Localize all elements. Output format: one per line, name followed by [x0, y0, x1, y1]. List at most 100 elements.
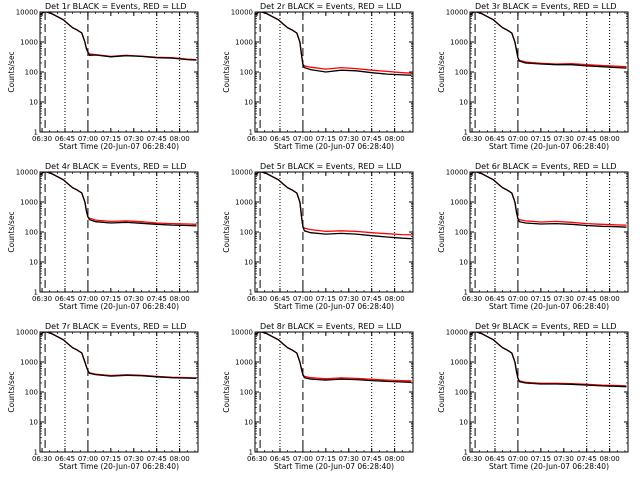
y-tick-label: 1000 [20, 359, 38, 367]
events-series-line [470, 172, 627, 228]
y-tick-label: 1 [249, 289, 253, 297]
x-tick-label: 07:30 [339, 295, 359, 303]
y-tick-label: 1 [464, 289, 468, 297]
x-tick-label: 07:45 [147, 295, 167, 303]
y-tick-label: 100 [25, 229, 38, 237]
x-tick-label: 08:00 [170, 135, 190, 143]
chart-title: Det 4r BLACK = Events, RED = LLD [45, 162, 187, 171]
y-axis-label: Counts/sec [222, 371, 231, 412]
y-tick-label: 10 [29, 99, 38, 107]
x-tick-label: 07:15 [531, 455, 551, 463]
x-axis-label: Start Time (20-Jun-07 06:28:40) [59, 462, 179, 471]
x-axis-label: Start Time (20-Jun-07 06:28:40) [489, 462, 609, 471]
x-tick-label: 07:15 [316, 455, 336, 463]
chart-panel: Det 1r BLACK = Events, RED = LLD 1 10 100 10… [7, 2, 199, 151]
events-series-line [40, 172, 197, 227]
x-tick-label: 06:30 [247, 135, 267, 143]
x-tick-label: 06:30 [462, 295, 482, 303]
y-tick-label: 100 [455, 69, 468, 77]
x-axis-label: Start Time (20-Jun-07 06:28:40) [489, 302, 609, 311]
x-tick-label: 07:30 [339, 455, 359, 463]
y-axis-label: Counts/sec [437, 371, 446, 412]
x-tick-label: 08:00 [600, 295, 620, 303]
events-series-line [255, 332, 412, 383]
x-tick-label: 07:45 [362, 455, 382, 463]
y-tick-label: 1000 [450, 359, 468, 367]
chart-title: Det 8r BLACK = Events, RED = LLD [260, 322, 402, 331]
x-tick-label: 07:00 [508, 135, 528, 143]
x-tick-label: 06:30 [32, 135, 52, 143]
y-tick-label: 100 [240, 229, 253, 237]
x-axis-label: Start Time (20-Jun-07 06:28:40) [489, 142, 609, 151]
y-tick-label: 10000 [446, 329, 468, 337]
plot-frame [469, 331, 629, 453]
chart-title: Det 6r BLACK = Events, RED = LLD [475, 162, 617, 171]
x-tick-label: 07:15 [316, 295, 336, 303]
x-tick-label: 07:00 [293, 455, 313, 463]
chart-panel: Det 3r BLACK = Events, RED = LLD 1 10 100 10… [437, 2, 629, 151]
chart-panel: Det 4r BLACK = Events, RED = LLD 1 10 100 10… [7, 162, 199, 311]
y-axis-label: Counts/sec [437, 211, 446, 252]
x-tick-label: 07:30 [124, 455, 144, 463]
x-tick-label: 07:15 [531, 295, 551, 303]
plot-frame [39, 171, 199, 293]
y-tick-label: 10 [459, 259, 468, 267]
x-tick-label: 07:45 [147, 455, 167, 463]
x-tick-label: 06:45 [485, 455, 505, 463]
x-tick-label: 07:30 [339, 135, 359, 143]
chart-panel: Det 8r BLACK = Events, RED = LLD 1 10 100 10… [222, 322, 414, 471]
x-axis-label: Start Time (20-Jun-07 06:28:40) [59, 142, 179, 151]
y-tick-label: 1 [34, 289, 38, 297]
y-tick-label: 1000 [235, 359, 253, 367]
x-tick-label: 07:15 [531, 135, 551, 143]
y-tick-label: 10000 [16, 169, 38, 177]
y-axis-label: Counts/sec [7, 371, 16, 412]
x-tick-label: 06:30 [462, 135, 482, 143]
events-series-line [40, 12, 197, 61]
chart-title: Det 5r BLACK = Events, RED = LLD [260, 162, 402, 171]
x-tick-label: 08:00 [600, 135, 620, 143]
y-tick-label: 100 [455, 229, 468, 237]
y-tick-label: 10 [244, 259, 253, 267]
x-tick-label: 06:45 [55, 295, 75, 303]
x-tick-label: 07:45 [362, 135, 382, 143]
y-tick-label: 10 [29, 419, 38, 427]
x-tick-label: 06:30 [247, 295, 267, 303]
y-axis-label: Counts/sec [7, 51, 16, 92]
plot-frame [254, 171, 414, 293]
y-tick-label: 1 [34, 449, 38, 457]
x-tick-label: 07:15 [101, 135, 121, 143]
y-tick-label: 10000 [446, 9, 468, 17]
x-tick-label: 08:00 [385, 295, 405, 303]
y-tick-label: 1 [464, 129, 468, 137]
x-tick-label: 06:30 [462, 455, 482, 463]
x-tick-label: 07:00 [78, 135, 98, 143]
y-tick-label: 10000 [231, 329, 253, 337]
x-tick-label: 07:30 [124, 135, 144, 143]
y-axis-label: Counts/sec [222, 211, 231, 252]
chart-panel: Det 5r BLACK = Events, RED = LLD 1 10 100 10… [222, 162, 414, 311]
y-tick-label: 1000 [450, 39, 468, 47]
x-tick-label: 07:00 [508, 455, 528, 463]
x-tick-label: 06:45 [485, 295, 505, 303]
y-tick-label: 10000 [231, 9, 253, 17]
y-tick-label: 1 [249, 129, 253, 137]
x-tick-label: 07:15 [316, 135, 336, 143]
chart-title: Det 7r BLACK = Events, RED = LLD [45, 322, 187, 331]
x-tick-label: 08:00 [170, 455, 190, 463]
x-axis-label: Start Time (20-Jun-07 06:28:40) [59, 302, 179, 311]
x-axis-label: Start Time (20-Jun-07 06:28:40) [274, 142, 394, 151]
y-tick-label: 10000 [16, 9, 38, 17]
y-axis-label: Counts/sec [437, 51, 446, 92]
chart-panel: Det 6r BLACK = Events, RED = LLD 1 10 100 10… [437, 162, 629, 311]
events-series-line [470, 332, 627, 388]
chart-panel: Det 9r BLACK = Events, RED = LLD 1 10 100 10… [437, 322, 629, 471]
x-tick-label: 06:45 [270, 455, 290, 463]
events-series-line [255, 172, 412, 240]
x-axis-label: Start Time (20-Jun-07 06:28:40) [274, 462, 394, 471]
y-tick-label: 10000 [231, 169, 253, 177]
x-tick-label: 07:00 [293, 135, 313, 143]
x-tick-label: 07:45 [147, 135, 167, 143]
x-tick-label: 06:45 [270, 295, 290, 303]
